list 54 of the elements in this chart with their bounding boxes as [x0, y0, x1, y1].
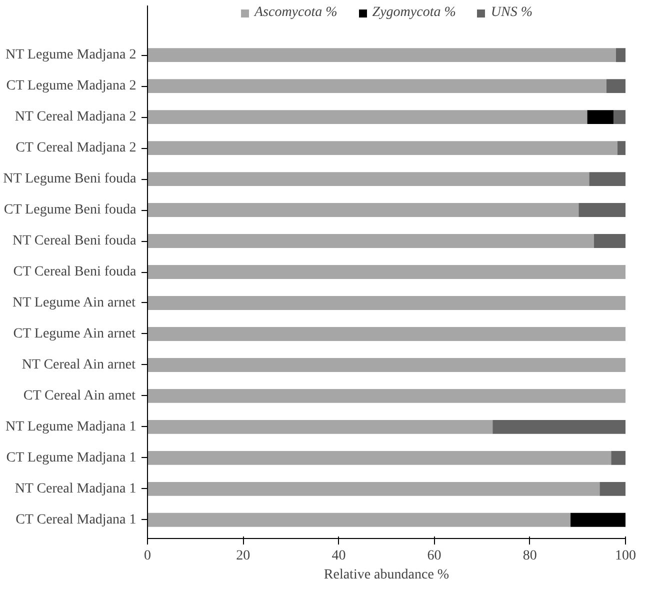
x-tick-label: 40 [332, 548, 346, 564]
bar [611, 450, 626, 465]
bar [492, 420, 626, 434]
bar [617, 141, 626, 156]
y-tick-label: NT Legume Madjana 1 [5, 419, 136, 434]
bar [148, 327, 626, 341]
bar [148, 388, 626, 403]
y-tick-label: NT Legume Madjana 2 [5, 48, 136, 63]
y-tick-label: CT Cereal Madjana 2 [16, 140, 136, 156]
bar [570, 512, 626, 527]
bar [148, 203, 579, 217]
y-tick-label: NT Legume Ain arnet [12, 295, 136, 310]
bar [614, 110, 626, 124]
x-tick-label: 60 [427, 548, 442, 564]
bar [148, 79, 606, 94]
bar [148, 296, 626, 310]
y-tick-label: NT Legume Beni fouda [3, 172, 138, 187]
y-tick-label: NT Cereal Madjana 1 [14, 481, 136, 496]
x-tick-label: 80 [522, 548, 537, 564]
x-tick-label: 0 [144, 548, 151, 564]
bar [587, 110, 614, 124]
bar [148, 512, 571, 527]
bar [148, 265, 626, 279]
bar [148, 482, 600, 496]
y-tick-label: CT Cereal Madjana 1 [16, 512, 136, 528]
y-tick-label: CT Legume Beni fouda [4, 202, 138, 218]
legend-label: Ascomycota % [254, 5, 338, 21]
y-tick-label: CT Legume Madjana 2 [6, 78, 136, 94]
bar [148, 141, 618, 156]
bar [148, 450, 612, 465]
bar [148, 358, 626, 372]
x-axis-title: Relative abundance % [324, 568, 450, 582]
bar [589, 172, 626, 186]
bar [148, 420, 493, 434]
legend-label: UNS % [490, 5, 533, 21]
bar [606, 79, 626, 94]
bar [616, 48, 626, 62]
bar [148, 110, 588, 124]
bar [148, 234, 594, 248]
y-tick-label: CT Cereal Ain amet [23, 388, 136, 404]
x-tick-label: 20 [236, 548, 250, 564]
legend-label: Zygomycota % [372, 5, 456, 21]
bar [148, 172, 590, 186]
y-tick-label: NT Cereal Ain arnet [22, 357, 136, 372]
bar [600, 482, 626, 496]
bar [594, 234, 626, 248]
bar [578, 203, 626, 217]
y-tick-label: CT Legume Ain arnet [13, 326, 136, 342]
y-tick-label: NT Cereal Madjana 2 [14, 110, 136, 125]
bar [148, 48, 616, 62]
y-tick-label: CT Cereal Beni fouda [13, 264, 138, 280]
y-tick-label: CT Legume Madjana 1 [6, 450, 136, 466]
x-tick-label: 100 [615, 548, 636, 564]
y-tick-label: NT Cereal Beni fouda [12, 234, 138, 249]
